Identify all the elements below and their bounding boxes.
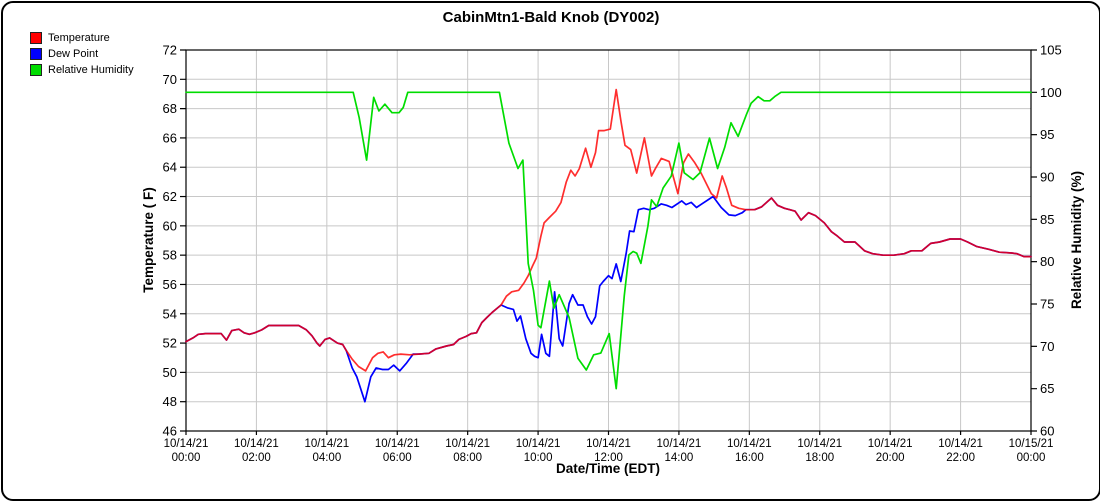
x-tick-label-time: 02:00 bbox=[242, 452, 271, 464]
y-left-tick-label: 52 bbox=[163, 336, 177, 351]
y-right-tick-label: 90 bbox=[1040, 170, 1054, 185]
legend-label: Relative Humidity bbox=[48, 63, 134, 76]
x-tick-label-time: 00:00 bbox=[1017, 452, 1046, 464]
series-line-relative-humidity bbox=[185, 91, 1032, 390]
legend-label: Dew Point bbox=[48, 47, 99, 60]
y-right-tick-label: 100 bbox=[1040, 85, 1062, 100]
series-line-temperature bbox=[185, 88, 1032, 372]
x-tick-label-date: 10/14/21 bbox=[234, 438, 279, 450]
y-left-tick-label: 56 bbox=[163, 277, 177, 292]
x-tick-label-date: 10/14/21 bbox=[657, 438, 702, 450]
plot-area: 46 48 50 52 54 56 58 60 62 64 66 68 70 72 60 65 70 75 80 85… bbox=[141, 43, 1084, 477]
x-tick-label-time: 12:00 bbox=[594, 452, 623, 464]
y-right-tick-label: 70 bbox=[1040, 339, 1054, 354]
dew-point-swatch-icon bbox=[30, 47, 42, 60]
legend-item-dew-point: Dew Point bbox=[30, 46, 134, 61]
x-tick-label-time: 00:00 bbox=[172, 452, 201, 464]
y-left-axis-title: Temperature ( F) bbox=[141, 187, 156, 293]
legend-item-temperature: Temperature bbox=[30, 30, 134, 45]
x-tick-label-date: 10/14/21 bbox=[868, 438, 913, 450]
legend: Temperature Dew Point Relative Humidity bbox=[30, 30, 134, 78]
x-tick-label-time: 04:00 bbox=[312, 452, 341, 464]
x-tick-label-time: 18:00 bbox=[805, 452, 834, 464]
temperature-swatch-icon bbox=[30, 31, 42, 44]
y-right-tick-label: 85 bbox=[1040, 212, 1054, 227]
y-left-tick-label: 48 bbox=[163, 394, 177, 409]
y-left-tick-label: 72 bbox=[163, 43, 177, 58]
relative-humidity-swatch-icon bbox=[30, 63, 42, 76]
y-left-tick-label: 50 bbox=[163, 365, 177, 380]
x-tick-label-time: 16:00 bbox=[735, 452, 764, 464]
y-right-tick-label: 105 bbox=[1040, 43, 1062, 58]
y-left-tick-label: 62 bbox=[163, 189, 177, 204]
y-left-tick-label: 64 bbox=[163, 160, 177, 175]
x-tick-label-date: 10/14/21 bbox=[516, 438, 561, 450]
y-right-axis-title: Relative Humidity (%) bbox=[1069, 171, 1084, 309]
x-tick-label-date: 10/14/21 bbox=[445, 438, 490, 450]
legend-item-relative-humidity: Relative Humidity bbox=[30, 62, 134, 77]
x-tick-label-date: 10/14/21 bbox=[727, 438, 772, 450]
y-left-tick-label: 58 bbox=[163, 248, 177, 263]
y-right-tick-label: 75 bbox=[1040, 297, 1054, 312]
x-tick-label-date: 10/14/21 bbox=[164, 438, 209, 450]
y-left-tick-label: 68 bbox=[163, 101, 177, 116]
y-left-tick-label: 54 bbox=[163, 306, 177, 321]
x-tick-label-date: 10/14/21 bbox=[938, 438, 983, 450]
chart-title: CabinMtn1-Bald Knob (DY002) bbox=[442, 9, 660, 26]
y-left-tick-label: 60 bbox=[163, 218, 177, 233]
x-tick-label-date: 10/14/21 bbox=[304, 438, 349, 450]
x-tick-label-time: 22:00 bbox=[946, 452, 975, 464]
x-tick-label-date: 10/15/21 bbox=[1009, 438, 1054, 450]
x-axis-title: Date/Time (EDT) bbox=[556, 461, 660, 476]
y-left-tick-label: 66 bbox=[163, 130, 177, 145]
x-tick-label-time: 06:00 bbox=[383, 452, 412, 464]
x-tick-label-time: 14:00 bbox=[665, 452, 694, 464]
x-tick-label-time: 20:00 bbox=[876, 452, 905, 464]
y-left-tick-label: 46 bbox=[163, 424, 177, 439]
y-right-tick-label: 65 bbox=[1040, 381, 1054, 396]
x-tick-label-time: 10:00 bbox=[524, 452, 553, 464]
x-tick-label-date: 10/14/21 bbox=[375, 438, 420, 450]
x-tick-label-date: 10/14/21 bbox=[797, 438, 842, 450]
legend-label: Temperature bbox=[48, 31, 110, 44]
y-right-tick-label: 80 bbox=[1040, 254, 1054, 269]
y-right-tick-label: 95 bbox=[1040, 127, 1054, 142]
x-tick-label-time: 08:00 bbox=[453, 452, 482, 464]
x-tick-label-date: 10/14/21 bbox=[586, 438, 631, 450]
y-right-tick-label: 60 bbox=[1040, 424, 1054, 439]
y-left-tick-label: 70 bbox=[163, 72, 177, 87]
